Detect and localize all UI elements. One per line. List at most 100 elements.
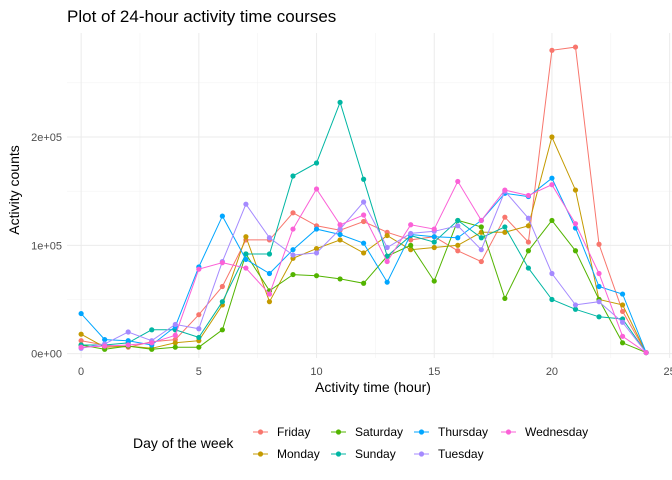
- x-tick-label: 15: [428, 366, 440, 378]
- legend-label: Saturday: [355, 425, 403, 439]
- data-point-thursday: [431, 234, 437, 240]
- data-point-tuesday: [243, 201, 249, 207]
- data-point-sunday: [196, 334, 202, 341]
- data-point-wednesday: [361, 212, 367, 218]
- data-point-sunday: [431, 239, 437, 245]
- legend-key-point: [257, 451, 264, 457]
- data-point-sunday: [219, 299, 225, 305]
- data-point-wednesday: [172, 332, 178, 338]
- data-point-tuesday: [596, 299, 602, 305]
- data-point-tuesday: [337, 226, 343, 232]
- data-point-monday: [243, 234, 249, 240]
- data-point-wednesday: [219, 260, 225, 266]
- data-point-tuesday: [196, 326, 202, 332]
- legend-label: Thursday: [438, 425, 488, 439]
- data-point-wednesday: [478, 217, 484, 224]
- legend-item-friday: Friday: [253, 425, 310, 439]
- data-point-saturday: [431, 278, 437, 284]
- data-point-friday: [572, 44, 579, 50]
- legend-item-sunday: Sunday: [331, 447, 396, 461]
- data-point-friday: [502, 214, 508, 220]
- data-point-sunday: [549, 296, 555, 303]
- data-point-sunday: [384, 253, 390, 259]
- data-point-tuesday: [478, 247, 484, 253]
- y-axis-ticks: 0e+00 1e+05 2e+05: [31, 132, 62, 361]
- data-point-sunday: [149, 327, 155, 333]
- data-point-wednesday: [572, 221, 579, 227]
- legend-key-point: [257, 429, 264, 435]
- legend-label: Friday: [277, 425, 310, 439]
- data-point-tuesday: [525, 215, 532, 221]
- data-point-friday: [619, 308, 626, 315]
- data-point-saturday: [196, 344, 202, 350]
- data-point-friday: [78, 338, 84, 344]
- data-point-sunday: [290, 173, 296, 179]
- data-point-sunday: [572, 306, 579, 312]
- data-point-wednesday: [266, 291, 273, 297]
- data-point-sunday: [525, 265, 532, 271]
- data-point-wednesday: [549, 182, 555, 188]
- data-point-monday: [408, 247, 414, 253]
- legend-key-point: [418, 451, 425, 457]
- data-point-monday: [525, 223, 532, 229]
- data-point-monday: [313, 245, 320, 252]
- legend-key-point: [335, 429, 342, 435]
- data-point-saturday: [502, 295, 508, 302]
- data-point-thursday: [313, 226, 320, 232]
- data-point-tuesday: [455, 223, 461, 229]
- data-point-sunday: [502, 224, 508, 230]
- data-point-tuesday: [266, 235, 273, 241]
- y-tick-label: 0e+00: [31, 349, 62, 361]
- data-point-thursday: [549, 175, 555, 181]
- data-point-monday: [619, 302, 626, 308]
- data-point-friday: [549, 47, 555, 53]
- data-point-saturday: [549, 217, 555, 224]
- data-point-sunday: [313, 160, 320, 166]
- data-point-sunday: [243, 251, 249, 257]
- data-point-tuesday: [172, 321, 178, 328]
- data-point-friday: [361, 218, 367, 225]
- data-point-wednesday: [431, 226, 437, 232]
- x-tick-label: 5: [196, 366, 202, 378]
- data-point-saturday: [219, 327, 225, 333]
- data-point-friday: [196, 312, 202, 318]
- x-tick-label: 20: [546, 366, 558, 378]
- data-point-wednesday: [619, 333, 626, 339]
- data-point-friday: [525, 239, 532, 245]
- legend-key-point: [335, 451, 342, 457]
- data-point-saturday: [478, 224, 484, 230]
- data-point-wednesday: [502, 187, 508, 193]
- data-point-wednesday: [455, 178, 461, 185]
- legend-key-point: [418, 429, 425, 435]
- data-point-saturday: [337, 276, 343, 282]
- data-point-saturday: [408, 242, 414, 248]
- data-point-wednesday: [408, 222, 414, 228]
- data-point-tuesday: [125, 329, 131, 335]
- y-tick-label: 2e+05: [31, 132, 62, 144]
- series-wednesday: [78, 178, 649, 356]
- data-point-thursday: [125, 338, 131, 344]
- data-point-monday: [361, 250, 367, 256]
- data-point-thursday: [455, 235, 461, 241]
- data-point-saturday: [290, 271, 296, 278]
- data-point-monday: [78, 331, 84, 337]
- data-point-thursday: [384, 279, 390, 285]
- data-point-saturday: [619, 340, 626, 346]
- legend-label: Wednesday: [525, 425, 588, 439]
- data-point-sunday: [596, 314, 602, 320]
- major-gridlines: [67, 33, 672, 358]
- series-monday: [78, 134, 649, 356]
- x-tick-label: 0: [78, 366, 84, 378]
- data-point-sunday: [266, 251, 273, 257]
- legend-label: Tuesday: [438, 447, 484, 461]
- data-point-thursday: [361, 240, 367, 246]
- chart-title: Plot of 24-hour activity time courses: [67, 7, 336, 26]
- data-point-wednesday: [196, 266, 202, 272]
- legend: Friday Monday Saturday Sunday Thursday Tuesda…: [253, 425, 588, 461]
- data-point-thursday: [290, 247, 296, 253]
- data-point-thursday: [619, 291, 626, 297]
- data-point-friday: [219, 283, 225, 290]
- data-point-friday: [408, 237, 414, 243]
- legend-item-tuesday: Tuesday: [414, 447, 484, 461]
- x-axis-title: Activity time (hour): [315, 379, 431, 395]
